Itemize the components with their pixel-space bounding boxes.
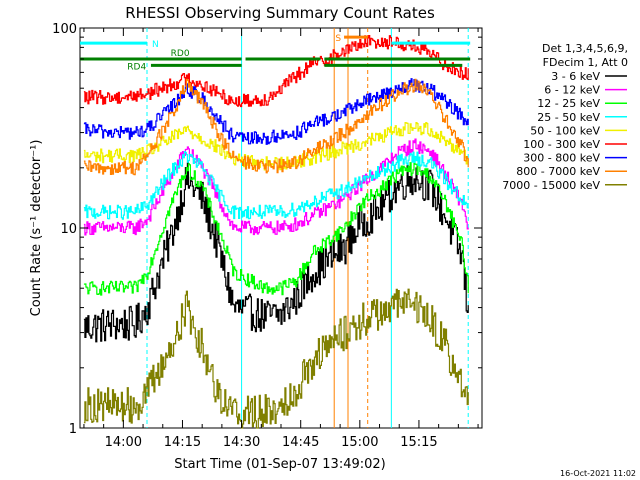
series-line-8 [83, 288, 469, 429]
legend: Det 1,3,4,5,6,9, FDecim 1, Att 0 3 - 6 k… [502, 42, 628, 192]
y-tick-label-1: 10 [60, 222, 77, 237]
chart-title: RHESSI Observing Summary Count Rates [125, 4, 435, 22]
series-line-6 [83, 78, 469, 145]
legend-label-5: 100 - 300 keV [523, 138, 600, 151]
x-tick-label-2: 14:30 [223, 435, 260, 450]
x-tick-label-3: 14:45 [282, 435, 319, 450]
series-line-3 [83, 151, 469, 220]
legend-header-line-1: Det 1,3,4,5,6,9, [542, 42, 628, 55]
series-lines [83, 35, 469, 429]
flag-label-2: RD4 [127, 62, 146, 72]
axes: 14:00 14:15 14:30 14:45 15:00 15:15 1 10 100 [52, 22, 482, 450]
series-line-0 [83, 162, 469, 343]
legend-label-7: 800 - 7000 keV [516, 165, 600, 178]
series-line-1 [83, 138, 469, 236]
legend-label-8: 7000 - 15000 keV [502, 179, 600, 192]
legend-label-6: 300 - 800 keV [523, 152, 600, 165]
series-line-7 [83, 78, 469, 176]
legend-label-2: 12 - 25 keV [537, 97, 600, 110]
legend-label-3: 25 - 50 keV [537, 111, 600, 124]
x-axis-label: Start Time (01-Sep-07 13:49:02) [174, 457, 385, 472]
flag-label-3: S [335, 34, 341, 44]
flag-bars: N RD0 RD4 S [80, 34, 471, 72]
legend-label-4: 50 - 100 keV [530, 124, 600, 137]
flag-label-1: RD0 [171, 49, 190, 59]
x-tick-label-1: 14:15 [164, 435, 201, 450]
series-line-5 [83, 35, 469, 108]
legend-label-0: 3 - 6 keV [551, 70, 600, 83]
series-line-4 [83, 122, 469, 171]
y-axis-label: Count Rate (s⁻¹ detector⁻¹) [29, 140, 44, 317]
legend-label-1: 6 - 12 keV [544, 84, 600, 97]
y-tick-label-0: 1 [69, 422, 77, 437]
series-line-2 [83, 161, 469, 296]
flag-label-0: N [152, 40, 159, 50]
x-tick-label-0: 14:00 [105, 435, 142, 450]
legend-header-line-2: FDecim 1, Att 0 [543, 56, 628, 69]
x-tick-label-4: 15:00 [341, 435, 378, 450]
y-tick-label-2: 100 [52, 22, 77, 37]
footer-date: 16-Oct-2021 11:02 [560, 469, 636, 478]
x-tick-label-5: 15:15 [400, 435, 437, 450]
